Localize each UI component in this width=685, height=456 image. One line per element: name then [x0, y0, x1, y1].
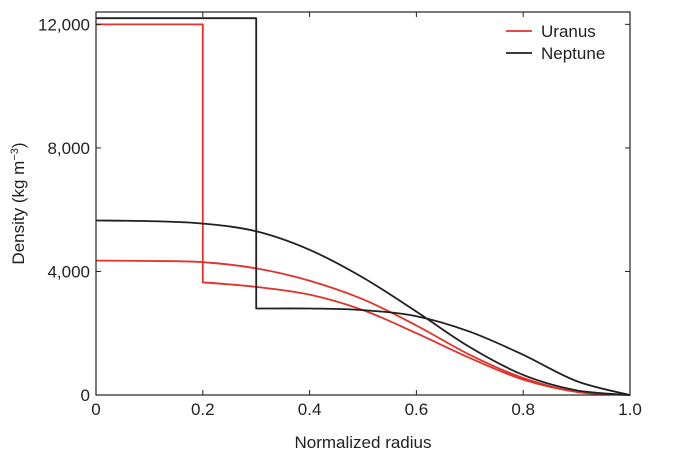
legend-label-neptune: Neptune [541, 44, 605, 63]
x-axis-label: Normalized radius [295, 433, 432, 452]
y-axis-label-close: ) [9, 142, 28, 148]
y-tick-label: 4,000 [47, 262, 90, 281]
neptune-curve-1 [96, 17, 631, 396]
y-tick-label: 12,000 [38, 15, 90, 34]
data-curves [95, 17, 631, 396]
uranus-curve-1 [96, 23, 631, 396]
uranus-curve-2 [95, 259, 631, 396]
neptune-curve-2 [95, 219, 631, 396]
y-tick-label: 8,000 [47, 139, 90, 158]
x-tick-label: 0.8 [511, 400, 535, 419]
x-tick-label: 0.6 [405, 400, 429, 419]
x-tick-label: 0 [91, 400, 100, 419]
legend: Uranus Neptune [506, 22, 605, 63]
y-tick-label: 0 [81, 386, 90, 405]
x-tick-label: 1.0 [618, 400, 642, 419]
x-tick-label: 0.2 [191, 400, 215, 419]
y-axis-label-main: Density (kg m [9, 161, 28, 265]
x-tick-label: 0.4 [298, 400, 322, 419]
axis-ticks: 0 0.2 0.4 0.6 0.8 1.0 0 4,000 8,000 12,000 [38, 12, 642, 419]
plot-frame [95, 11, 631, 396]
y-axis-label-superscript: −3 [9, 148, 21, 161]
legend-label-uranus: Uranus [541, 22, 596, 41]
y-axis-label: Density (kg m−3) [9, 142, 28, 264]
